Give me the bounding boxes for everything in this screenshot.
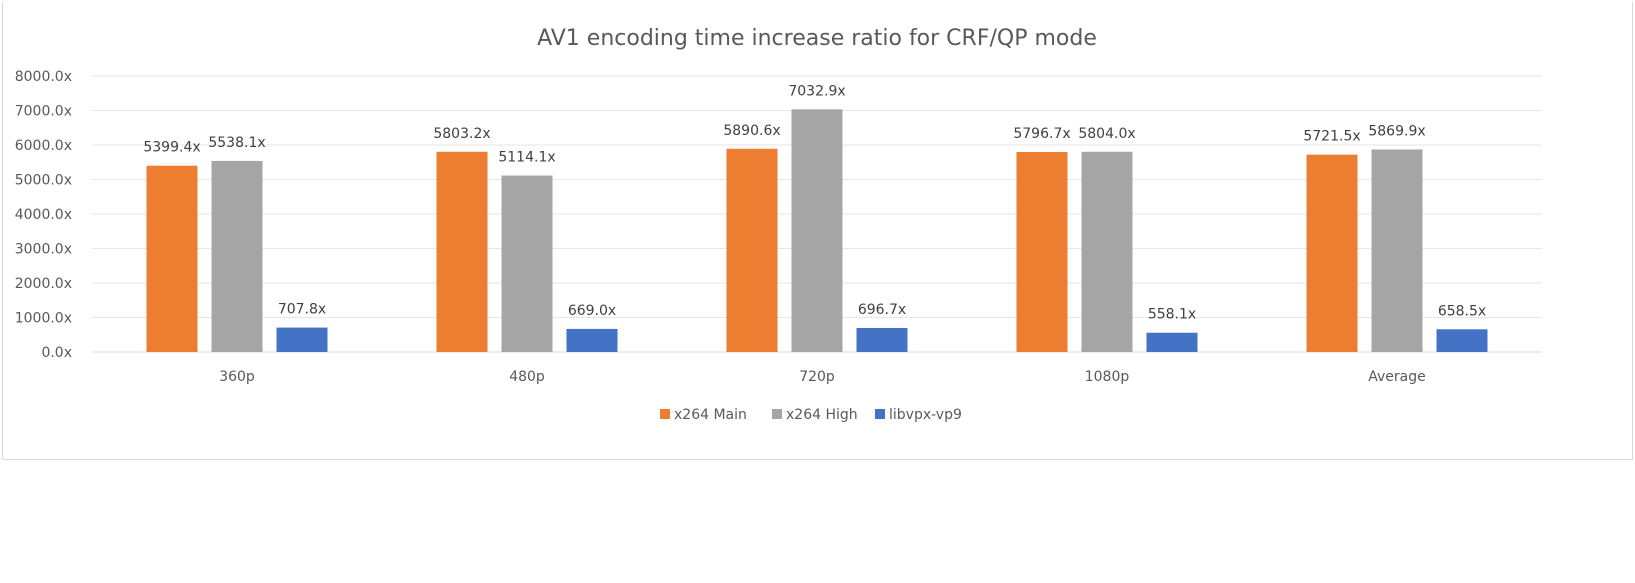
data-label: 5869.9x [1368, 123, 1425, 139]
y-tick-label: 8000.0x [15, 69, 72, 85]
data-label: 5804.0x [1078, 126, 1135, 142]
y-tick-label: 3000.0x [15, 242, 72, 258]
bar-x264-high-360p [211, 160, 263, 352]
bar-x264-high-1080p [1081, 151, 1133, 352]
x-category-label: 360p [219, 369, 255, 385]
bar-x264-main-360p [146, 165, 198, 352]
bar-libvpx-vp9-480p [566, 328, 618, 352]
y-axis-ticks: 0.0x 1000.0x 2000.0x 3000.0x 4000.0x 5000.0x 6… [15, 69, 72, 361]
legend-label: x264 Main [674, 407, 747, 423]
bar-x264-main-480p [436, 151, 488, 352]
data-label: 5890.6x [723, 123, 780, 139]
data-label: 707.8x [278, 302, 326, 318]
chart-title: AV1 encoding time increase ratio for CRF… [537, 26, 1097, 51]
data-labels: 5399.4x 5538.1x 707.8x 5803.2x 5114.1x 669.0x… [143, 83, 1486, 322]
bar-x264-main-1080p [1016, 152, 1068, 352]
legend-swatch [660, 409, 670, 419]
y-tick-label: 1000.0x [15, 311, 72, 327]
bar-libvpx-vp9-1080p [1146, 332, 1198, 352]
legend-swatch [875, 409, 885, 419]
data-label: 5721.5x [1303, 129, 1360, 145]
bar-libvpx-vp9-average [1436, 329, 1488, 352]
legend: x264 Main x264 High libvpx-vp9 [660, 407, 962, 423]
legend-label: x264 High [786, 407, 858, 423]
data-label: 5803.2x [433, 126, 490, 142]
bar-x264-high-720p [791, 109, 843, 352]
bar-libvpx-vp9-720p [856, 327, 908, 352]
bar-x264-main-720p [726, 148, 778, 352]
bars [146, 109, 1488, 352]
x-axis-categories: 360p 480p 720p 1080p Average [219, 369, 1426, 385]
bar-x264-main-average [1306, 154, 1358, 352]
y-tick-label: 7000.0x [15, 104, 72, 120]
bar-x264-high-480p [501, 175, 553, 352]
y-tick-label: 5000.0x [15, 173, 72, 189]
data-label: 658.5x [1438, 303, 1486, 319]
y-tick-label: 4000.0x [15, 207, 72, 223]
legend-swatch [772, 409, 782, 419]
data-label: 5399.4x [143, 140, 200, 156]
data-label: 7032.9x [788, 83, 845, 99]
y-tick-label: 2000.0x [15, 276, 72, 292]
bar-x264-high-average [1371, 149, 1423, 352]
data-label: 558.1x [1148, 307, 1196, 323]
x-category-label: 480p [509, 369, 545, 385]
x-category-label: 720p [799, 369, 835, 385]
y-tick-label: 6000.0x [15, 138, 72, 154]
data-label: 5114.1x [498, 150, 555, 166]
x-category-label: Average [1368, 369, 1426, 385]
data-label: 5796.7x [1013, 126, 1070, 142]
bar-libvpx-vp9-360p [276, 327, 328, 352]
data-label: 669.0x [568, 303, 616, 319]
data-label: 696.7x [858, 302, 906, 318]
x-category-label: 1080p [1085, 369, 1130, 385]
legend-label: libvpx-vp9 [889, 407, 962, 423]
data-label: 5538.1x [208, 135, 265, 151]
y-tick-label: 0.0x [41, 345, 72, 361]
